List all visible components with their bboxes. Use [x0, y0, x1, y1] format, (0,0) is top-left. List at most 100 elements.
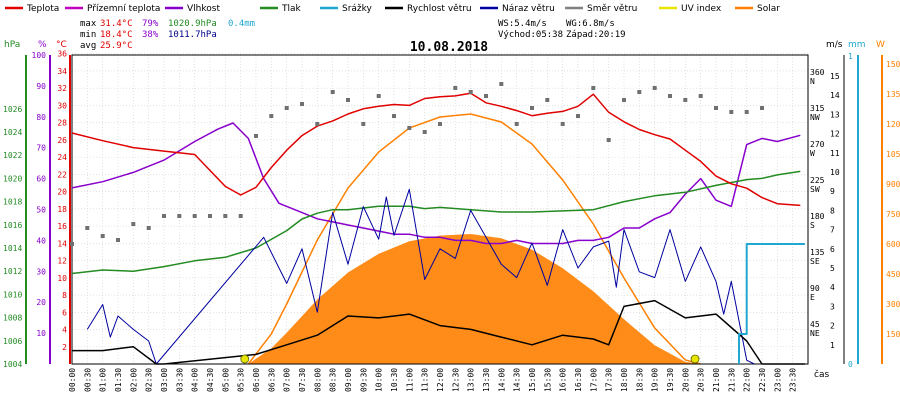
- legend-label-2: Vlhkost: [187, 4, 220, 14]
- legend-label-1: Přízemní teplota: [87, 4, 160, 14]
- temperature-tick-22: 22: [57, 170, 67, 179]
- humidity-tick-40: 40: [36, 236, 46, 245]
- wind-direction-point-2: [100, 234, 105, 238]
- humidity-tick-70: 70: [36, 144, 46, 153]
- wind-tick-14: 14: [830, 91, 840, 100]
- time-tick-17:30: 17:30: [605, 368, 614, 392]
- temperature-tick-24: 24: [57, 153, 67, 162]
- wind-unit: m/s: [826, 40, 843, 50]
- humidity-tick-60: 60: [36, 175, 46, 184]
- wind-direction-point-39: [668, 94, 672, 98]
- wind-tick-2: 2: [830, 322, 835, 331]
- wind-direction-point-28: [499, 82, 504, 86]
- humidity-tick-100: 100: [32, 51, 47, 60]
- temperature-tick-16: 16: [57, 222, 67, 231]
- time-tick-13:30: 13:30: [482, 368, 491, 392]
- chart-legend: Teplota Přízemní teplota Vlhkost Tlak Srážky…: [5, 4, 780, 14]
- pressure-tick-1022: 1022: [3, 151, 22, 160]
- time-tick-08:00: 08:00: [313, 368, 322, 392]
- wind-direction-point-5: [146, 226, 151, 230]
- temperature-unit: °C: [56, 40, 67, 50]
- solar-tick-1350: 1350: [886, 90, 900, 99]
- wind-direction-point-7: [177, 214, 182, 218]
- wind-direction-point-10: [223, 214, 228, 218]
- solar-tick-300: 300: [886, 300, 900, 309]
- humidity-tick-10: 10: [36, 329, 46, 338]
- wind-tick-12: 12: [830, 130, 840, 139]
- temperature-tick-18: 18: [57, 205, 67, 214]
- time-tick-11:30: 11:30: [421, 368, 430, 392]
- wind-speed-line: [72, 299, 805, 365]
- time-tick-04:00: 04:00: [191, 368, 200, 392]
- time-tick-19:30: 19:30: [666, 368, 675, 392]
- time-tick-14:00: 14:00: [497, 368, 506, 392]
- direction-tick-270: 270: [810, 140, 825, 149]
- max-pressure: 1020.9hPa: [168, 19, 217, 29]
- time-tick-10:00: 10:00: [375, 368, 384, 392]
- sun-markers: [240, 354, 700, 364]
- pressure-line: [71, 170, 801, 275]
- wind-direction-point-23: [422, 130, 427, 134]
- direction-label-NW: NW: [810, 113, 820, 122]
- wind-tick-5: 5: [830, 264, 835, 273]
- wind-direction-point-34: [591, 86, 596, 90]
- wind-direction-point-38: [652, 86, 657, 90]
- sunrise-stat: Východ:05:38: [498, 30, 563, 40]
- wind-direction-point-6: [162, 214, 166, 218]
- direction-label-N: N: [810, 77, 815, 86]
- wind-direction-point-18: [346, 98, 350, 102]
- axis-units: hPa % °C m/s mm W čas: [4, 40, 885, 380]
- wind-direction-point-14: [284, 106, 289, 110]
- temperature-tick-10: 10: [57, 274, 67, 283]
- pressure-tick-1012: 1012: [3, 267, 22, 276]
- wind-tick-13: 13: [830, 110, 840, 119]
- wind-direction-point-42: [714, 106, 718, 110]
- time-tick-02:00: 02:00: [129, 368, 138, 392]
- pressure-unit: hPa: [4, 40, 20, 50]
- direction-label-E: E: [810, 293, 815, 302]
- solar-tick-1050: 1050: [886, 150, 900, 159]
- rain-line: [738, 243, 805, 364]
- pressure-tick-1020: 1020: [3, 174, 22, 183]
- time-tick-02:30: 02:30: [145, 368, 154, 392]
- wind-gust-line: [86, 188, 755, 365]
- wind-tick-6: 6: [830, 245, 835, 254]
- time-tick-05:30: 05:30: [237, 368, 246, 392]
- wind-direction-point-26: [468, 90, 473, 94]
- legend-label-4: Srážky: [342, 4, 373, 14]
- solar-line: [247, 113, 701, 365]
- wind-direction-point-19: [361, 122, 366, 126]
- temperature-tick-20: 20: [57, 188, 67, 197]
- time-tick-05:00: 05:00: [221, 368, 230, 392]
- wind-direction-point-25: [453, 86, 458, 90]
- time-tick-09:30: 09:30: [359, 368, 368, 392]
- pressure-tick-1014: 1014: [3, 244, 22, 253]
- pressure-tick-1024: 1024: [3, 128, 22, 137]
- solar-tick-450: 450: [886, 270, 900, 279]
- min-pressure: 1011.7hPa: [168, 30, 217, 40]
- direction-tick-225: 225: [810, 176, 825, 185]
- humidity-line: [71, 122, 801, 245]
- direction-tick-180: 180: [810, 212, 825, 221]
- time-tick-15:00: 15:00: [528, 368, 537, 392]
- temperature-tick-2: 2: [62, 343, 67, 352]
- wind-direction-point-4: [131, 222, 136, 226]
- time-tick-09:00: 09:00: [344, 368, 353, 392]
- data-series: [70, 82, 805, 365]
- wind-direction-point-8: [192, 214, 197, 218]
- direction-tick-90: 90: [810, 284, 820, 293]
- pressure-tick-1004: 1004: [3, 360, 22, 369]
- temperature-tick-12: 12: [57, 257, 67, 266]
- wind-direction-point-40: [683, 98, 688, 102]
- solar-tick-150: 150: [886, 330, 900, 339]
- avg-label: avg: [80, 41, 96, 51]
- time-tick-21:00: 21:00: [712, 368, 721, 392]
- direction-label-W: W: [810, 149, 815, 158]
- max-humidity: 79%: [142, 19, 159, 29]
- wind-direction-point-13: [269, 114, 274, 118]
- wind-direction-point-41: [698, 94, 703, 98]
- humidity-tick-80: 80: [36, 113, 46, 122]
- time-tick-07:00: 07:00: [283, 368, 292, 392]
- time-tick-11:00: 11:00: [405, 368, 414, 392]
